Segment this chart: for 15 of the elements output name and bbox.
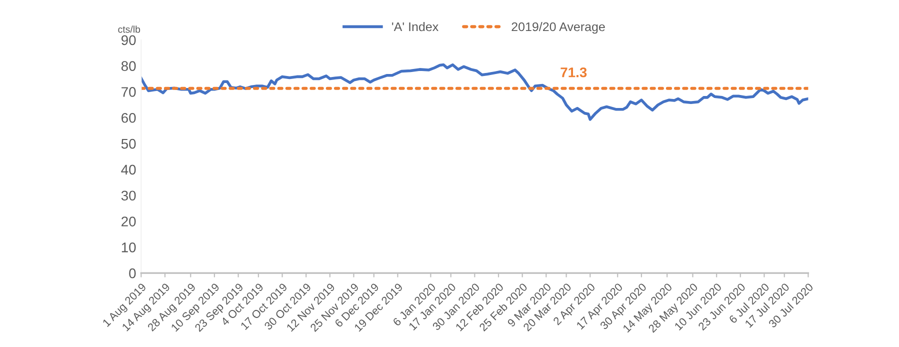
y-tick-label: 20 [122, 216, 136, 226]
y-tick-label: 0 [129, 268, 136, 278]
y-tick-label: 90 [121, 35, 136, 46]
y-tick-label: 80 [121, 61, 136, 71]
y-tick-label: 10 [122, 242, 136, 252]
y-tick-label: 50 [121, 138, 136, 149]
legend-label: 2019/20 Average [512, 22, 605, 34]
annotation: 71.3 [560, 67, 587, 78]
y-tick-label: 60 [122, 112, 136, 123]
line-series [141, 63, 808, 121]
y-tick-label: 30 [121, 190, 136, 201]
y-axis-title: cts/lb [118, 26, 140, 33]
y-tick-label: 70 [122, 87, 136, 97]
y-tick-label: 40 [121, 164, 136, 175]
legend-label: 'A' Index [392, 22, 438, 32]
